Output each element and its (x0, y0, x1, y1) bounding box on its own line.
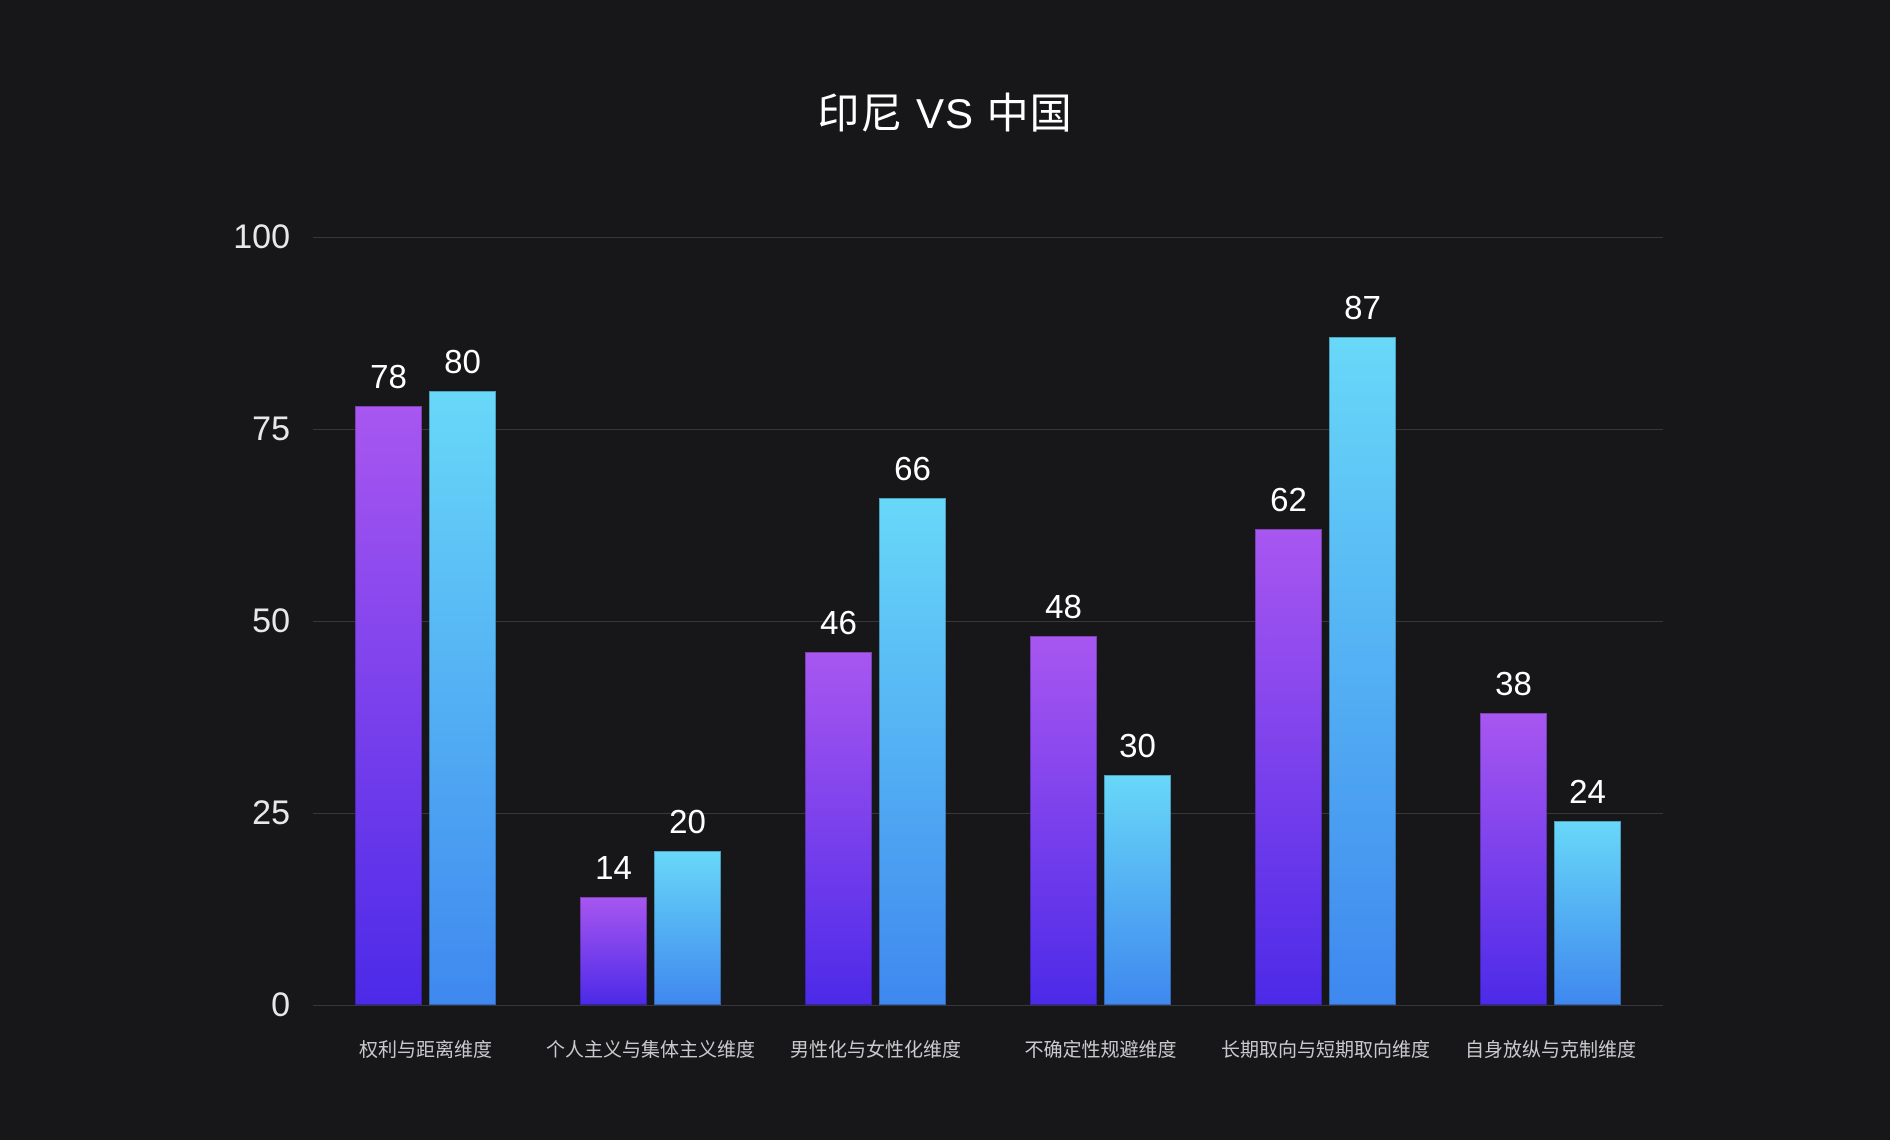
x-axis-category-label: 自身放纵与克制维度 (1464, 1040, 1636, 1061)
bar-value-label: 62 (1270, 480, 1307, 518)
bar-value-label: 46 (820, 603, 857, 641)
bar-value-label: 48 (1045, 588, 1082, 626)
chart-title: 印尼 VS 中国 (817, 90, 1073, 137)
bar-indonesia[interactable] (355, 405, 422, 1005)
bar-value-label: 30 (1119, 726, 1156, 764)
y-axis-tick-label: 50 (252, 602, 290, 640)
y-axis-tick-label: 0 (271, 986, 290, 1024)
x-axis-category-label: 男性化与女性化维度 (789, 1040, 961, 1061)
bar-value-label: 80 (444, 342, 481, 380)
y-axis-tick-label: 25 (252, 794, 290, 832)
bar-china[interactable] (1104, 774, 1171, 1005)
y-gridline (313, 1004, 1663, 1006)
bar-value-label: 78 (370, 357, 407, 395)
bar-china[interactable] (654, 851, 721, 1005)
bar-indonesia[interactable] (805, 651, 872, 1005)
bar-indonesia[interactable] (1480, 713, 1547, 1005)
bar-china[interactable] (1329, 336, 1396, 1005)
bar-indonesia[interactable] (1030, 636, 1097, 1005)
y-gridline (313, 428, 1663, 430)
y-gridline (313, 236, 1663, 238)
bar-indonesia[interactable] (1255, 528, 1322, 1005)
x-axis-category-label: 不确定性规避维度 (1024, 1040, 1177, 1061)
x-axis-category-label: 长期取向与短期取向维度 (1220, 1040, 1430, 1061)
y-gridline (313, 812, 1663, 814)
bar-value-label: 66 (894, 450, 931, 488)
y-gridline (313, 620, 1663, 622)
bar-value-label: 20 (669, 803, 706, 841)
bar-value-label: 24 (1569, 772, 1606, 810)
bar-value-label: 87 (1344, 288, 1381, 326)
x-axis-category-label: 个人主义与集体主义维度 (545, 1040, 755, 1061)
y-axis-tick-label: 75 (252, 410, 290, 448)
bar-value-label: 38 (1495, 665, 1532, 703)
bar-value-label: 14 (595, 849, 632, 887)
y-axis-tick-label: 100 (233, 218, 290, 256)
bar-indonesia[interactable] (580, 897, 647, 1005)
bar-china[interactable] (1554, 820, 1621, 1005)
bar-china[interactable] (429, 390, 496, 1005)
bar-china[interactable] (879, 498, 946, 1005)
x-axis-category-label: 权利与距离维度 (358, 1040, 492, 1061)
